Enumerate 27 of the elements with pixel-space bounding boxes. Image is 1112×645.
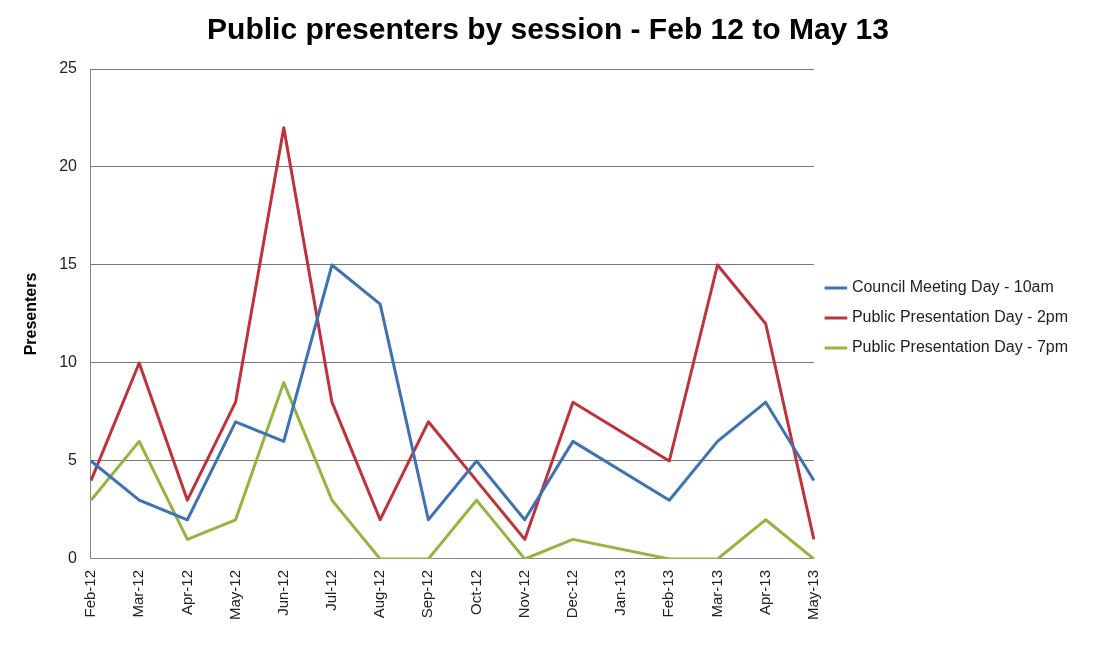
legend-label: Council Meeting Day - 10am [851,278,1054,296]
x-tick-label: Jun-12 [273,569,291,616]
x-tick-label: Dec-12 [563,569,581,619]
y-tick-label: 25 [59,59,78,77]
x-tick-label: Feb-12 [81,569,99,618]
y-tick-label: 5 [68,451,78,469]
legend-label: Public Presentation Day - 7pm [851,338,1069,356]
x-tick-label: Nov-12 [514,569,532,619]
y-tick-label: 0 [68,549,78,567]
y-axis-title: Presenters [22,272,40,356]
x-tick-label: Apr-13 [755,569,773,616]
x-tick-label: Sep-12 [418,569,436,619]
y-tick-label: 20 [59,157,78,175]
x-tick-label: Mar-13 [707,569,725,618]
x-tick-label: Jul-12 [322,569,340,611]
x-tick-label: May-12 [225,569,243,621]
x-tick-label: Oct-12 [466,569,484,615]
chart-title: Public presenters by session - Feb 12 to May 13 [207,12,889,46]
x-tick-label: Jan-13 [611,569,629,616]
x-tick-label: Mar-12 [129,569,147,618]
x-tick-label: Aug-12 [370,569,388,619]
y-tick-label: 15 [59,255,78,273]
x-tick-label: Apr-12 [177,569,195,616]
x-tick-label: May-13 [804,569,822,621]
legend-label: Public Presentation Day - 2pm [851,308,1069,326]
x-tick-label: Feb-13 [659,569,677,618]
y-tick-label: 10 [59,353,78,371]
